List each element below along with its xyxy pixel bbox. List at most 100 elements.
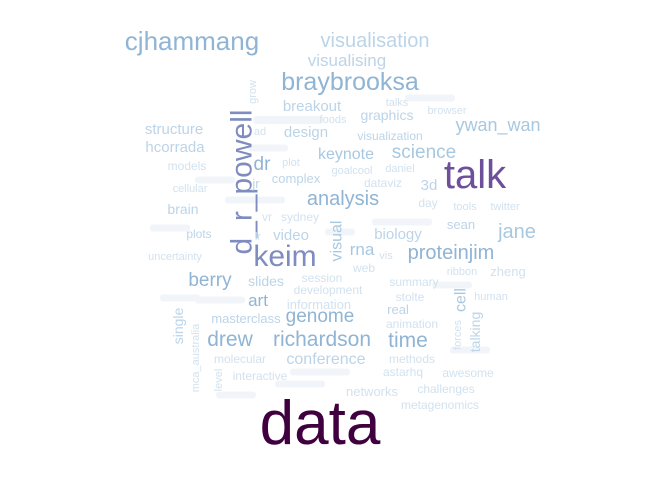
faint-filler-mark <box>290 368 350 376</box>
word-plot: plot <box>282 157 300 169</box>
word-talk: talk <box>444 153 507 197</box>
word-jane: jane <box>497 221 536 243</box>
word-summary: summary <box>389 275 438 289</box>
word-dataviz: dataviz <box>364 176 402 190</box>
faint-filler-mark <box>195 296 245 304</box>
word-session: session <box>302 271 343 285</box>
word-hcorrada: hcorrada <box>145 139 205 156</box>
word-structure: structure <box>145 121 203 138</box>
word-astarhq: astarhq <box>383 365 423 379</box>
word-visualising: visualising <box>308 51 386 70</box>
faint-filler-mark <box>253 116 323 124</box>
word-lr: lr <box>255 231 261 243</box>
word-visual: visual <box>329 221 346 262</box>
word-slides: slides <box>248 273 284 289</box>
word-cjhammang: cjhammang <box>125 26 259 56</box>
word-molecular: molecular <box>214 352 266 366</box>
faint-filler-mark <box>432 281 472 289</box>
word-visualization: visualization <box>357 129 422 143</box>
faint-filler-mark <box>160 294 200 302</box>
word-tools: tools <box>453 201 477 213</box>
word-grow: grow <box>247 80 259 104</box>
word-braybrooksa: braybrooksa <box>281 68 419 96</box>
word-biology: biology <box>374 226 422 243</box>
word-human: human <box>474 291 508 303</box>
word-goalcool: goalcool <box>332 165 373 177</box>
word-rna: rna <box>350 240 375 259</box>
word-day: day <box>418 196 437 210</box>
word-mca-australia: mca_australia <box>190 323 202 392</box>
word-breakout: breakout <box>283 98 342 115</box>
word-models: models <box>168 159 207 173</box>
faint-filler-mark <box>225 196 285 204</box>
faint-filler-mark <box>405 94 455 102</box>
faint-filler-mark <box>372 218 432 226</box>
word-genome: genome <box>286 306 355 327</box>
word-design: design <box>284 124 328 141</box>
word-stolte: stolte <box>396 290 425 304</box>
word-cell: cell <box>453 288 470 312</box>
word-analysis: analysis <box>307 188 379 210</box>
word-keim: keim <box>253 240 316 273</box>
word-development: development <box>294 283 363 297</box>
word-plots: plots <box>186 227 211 241</box>
word-video: video <box>273 227 309 244</box>
word-science: science <box>392 142 456 163</box>
word-jr: jr <box>251 176 260 191</box>
word-zheng: zheng <box>490 264 525 279</box>
word-methods: methods <box>389 352 435 366</box>
word-animation: animation <box>386 317 438 331</box>
word-web: web <box>352 261 375 275</box>
word-ribbon: ribbon <box>447 266 478 278</box>
word-masterclass: masterclass <box>211 311 281 326</box>
word-sydney: sydney <box>281 210 319 224</box>
word-time: time <box>388 329 428 352</box>
word-talking: talking <box>467 312 483 352</box>
word-berry: berry <box>188 270 232 291</box>
word-challenges: challenges <box>417 382 474 396</box>
faint-filler-mark <box>325 228 355 236</box>
word-keynote: keynote <box>318 146 374 163</box>
word-interactive: interactive <box>233 369 288 383</box>
word-visualisation: visualisation <box>321 30 430 52</box>
word-drew: drew <box>207 328 253 351</box>
word-conference: conference <box>286 351 365 368</box>
word-vis: vis <box>379 250 393 262</box>
word-information: information <box>287 297 351 312</box>
word-3d: 3d <box>421 177 438 194</box>
word-dr: dr <box>254 154 272 175</box>
word-vr: vr <box>262 210 272 224</box>
word-networks: networks <box>346 384 399 399</box>
faint-filler-mark <box>216 391 256 399</box>
word-foods: foods <box>320 114 347 126</box>
word-twitter: twitter <box>490 201 520 213</box>
word-real: real <box>387 302 409 317</box>
word-proteinjim: proteinjim <box>408 242 495 264</box>
word-awesome: awesome <box>442 366 494 380</box>
word-level: level <box>213 369 225 392</box>
word-uncertainty: uncertainty <box>148 251 202 263</box>
word-richardson: richardson <box>273 328 371 351</box>
word-ad: ad <box>254 126 266 138</box>
word-brain: brain <box>167 201 198 217</box>
word-art: art <box>248 291 268 310</box>
word-graphics: graphics <box>361 107 414 123</box>
word-browser: browser <box>427 105 466 117</box>
word-data: data <box>260 389 381 458</box>
faint-filler-mark <box>195 176 235 184</box>
faint-filler-mark <box>275 380 325 388</box>
word-d-r-powell: d_r_powell <box>226 109 259 254</box>
faint-filler-mark <box>150 224 190 232</box>
word-sean: sean <box>447 217 475 232</box>
word-daniel: daniel <box>385 163 414 175</box>
word-talks: talks <box>386 97 409 109</box>
faint-filler-mark <box>248 144 288 152</box>
word-forces: forces <box>452 320 464 350</box>
faint-filler-mark <box>450 346 490 354</box>
word-ywan-wan: ywan_wan <box>455 115 540 136</box>
word-single: single <box>170 308 186 345</box>
word-metagenomics: metagenomics <box>401 398 479 412</box>
word-cellular: cellular <box>173 183 208 195</box>
